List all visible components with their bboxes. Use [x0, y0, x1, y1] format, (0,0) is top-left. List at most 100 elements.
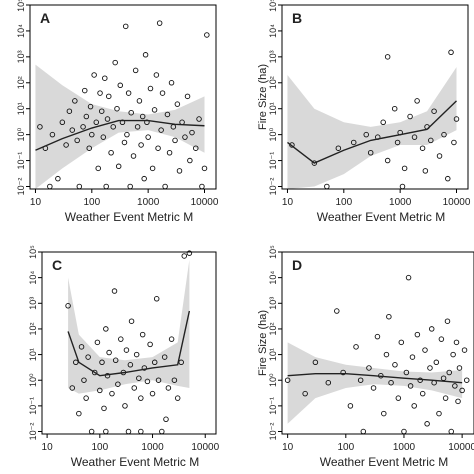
x-axis-label: Weather Event Metric M [65, 210, 193, 224]
data-point [401, 165, 408, 172]
data-point [76, 183, 83, 190]
y-axis-label: Fire Size (ha) [257, 310, 269, 376]
data-point [450, 351, 456, 358]
data-point [405, 274, 412, 281]
data-point [97, 387, 103, 394]
data-point [407, 383, 414, 389]
y-axis-label: Fire Size (ha) [257, 64, 269, 130]
fitted-curve [287, 372, 463, 384]
data-point [448, 428, 454, 435]
data-point [360, 428, 367, 435]
data-point [436, 153, 443, 159]
data-point [134, 124, 141, 130]
panel-label: C [52, 257, 62, 273]
data-point [395, 395, 402, 401]
confidence-band [68, 259, 190, 394]
data-point [409, 354, 416, 360]
data-point [384, 54, 391, 60]
plot-frame [281, 251, 474, 435]
x-axis-label: Weather Event Metric M [71, 455, 199, 469]
data-point [407, 113, 413, 120]
x-tick-label: 1000 [137, 197, 160, 208]
data-point [394, 139, 401, 146]
data-point [193, 145, 199, 151]
data-point [163, 416, 169, 423]
data-point [353, 344, 359, 350]
data-point [411, 134, 418, 140]
data-point [165, 385, 172, 391]
data-point [149, 165, 156, 172]
data-point [86, 145, 92, 151]
data-point [76, 410, 82, 417]
data-point [117, 82, 124, 89]
data-point [102, 75, 108, 81]
data-point [445, 175, 451, 182]
data-point [174, 101, 181, 107]
data-point [172, 137, 178, 144]
y-tick-label: 10¹ [268, 102, 278, 115]
x-tick-label: 10 [282, 197, 294, 208]
y-tick-label: 10⁻² [28, 423, 38, 441]
y-tick-label: 10⁵ [268, 245, 278, 259]
y-tick-label: 10² [16, 76, 26, 89]
data-point [433, 359, 440, 366]
data-point [453, 116, 460, 122]
data-point [171, 377, 178, 383]
data-point [141, 365, 148, 371]
data-point [181, 253, 188, 259]
y-tick-label: 10³ [28, 297, 38, 310]
data-point [100, 134, 107, 140]
data-point [451, 139, 457, 146]
data-point [97, 90, 103, 96]
y-tick-label: 10⁰ [16, 127, 26, 141]
data-point [204, 32, 210, 38]
y-tick-label: 10⁵ [268, 0, 278, 12]
y-tick-label: 10⁴ [268, 24, 278, 38]
data-point [82, 87, 88, 94]
data-point [380, 119, 386, 126]
data-point [49, 131, 56, 138]
data-point [436, 410, 442, 417]
x-axis-label: Weather Event Metric M [317, 210, 445, 224]
panel-label: B [292, 10, 302, 26]
data-point [422, 168, 429, 174]
data-point [151, 107, 158, 113]
confidence-band [287, 342, 463, 424]
data-point [149, 390, 156, 397]
data-point [388, 379, 394, 386]
data-point [127, 183, 133, 190]
y-tick-label: 10¹ [16, 102, 26, 115]
y-tick-label: 10⁻² [268, 178, 278, 196]
data-point [401, 428, 407, 435]
data-point [78, 344, 85, 350]
data-point [103, 183, 109, 190]
data-point [72, 98, 78, 104]
data-point [357, 377, 364, 383]
data-point [311, 160, 318, 166]
data-point [374, 333, 381, 340]
data-point [428, 326, 435, 332]
data-point [370, 385, 377, 391]
y-tick-label: 10⁴ [268, 271, 278, 285]
data-point [459, 387, 465, 394]
panel-a: 10 100 1000 10000 10⁻² 10⁻¹ 10⁰ 10¹ 10² 10³ 10⁴ 10⁵… [16, 0, 219, 224]
data-point [83, 113, 90, 120]
data-point [138, 428, 144, 435]
fitted-curve [67, 310, 191, 377]
data-point [74, 137, 80, 144]
data-point [201, 165, 208, 172]
data-point [159, 90, 166, 96]
data-point [199, 183, 205, 190]
data-point [138, 142, 144, 148]
data-point [115, 381, 121, 387]
x-axis-label: Weather Event Metric M [320, 455, 448, 469]
data-point [155, 377, 162, 383]
data-point [363, 131, 369, 138]
x-tick-label: 100 [91, 442, 108, 453]
data-point [340, 369, 346, 376]
data-point [384, 157, 391, 164]
data-point [73, 359, 79, 366]
data-point [138, 395, 144, 401]
data-point [69, 127, 76, 133]
data-point [103, 428, 109, 435]
